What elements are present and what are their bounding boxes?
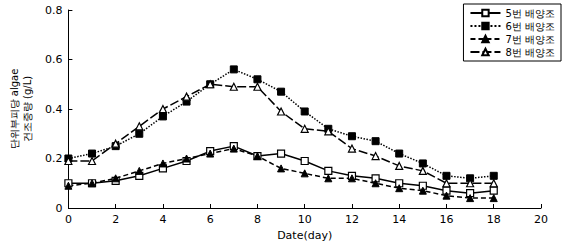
svg-text:0: 0 bbox=[55, 202, 62, 215]
svg-text:0: 0 bbox=[65, 213, 72, 226]
svg-text:0.6: 0.6 bbox=[45, 53, 63, 66]
svg-text:7번 배양조: 7번 배양조 bbox=[505, 34, 555, 45]
svg-text:6번 배양조: 6번 배양조 bbox=[505, 21, 555, 32]
svg-text:0.2: 0.2 bbox=[45, 152, 63, 165]
svg-text:6: 6 bbox=[207, 213, 214, 226]
svg-text:14: 14 bbox=[392, 213, 406, 226]
svg-text:Date(day): Date(day) bbox=[277, 229, 332, 242]
svg-text:2: 2 bbox=[112, 213, 119, 226]
svg-text:단위부피당 algae: 단위부피당 algae bbox=[9, 69, 20, 150]
svg-text:건조중량 (g/L): 건조중량 (g/L) bbox=[22, 76, 33, 142]
svg-text:8: 8 bbox=[254, 213, 261, 226]
svg-text:16: 16 bbox=[439, 213, 453, 226]
svg-text:5번 배양조: 5번 배양조 bbox=[505, 8, 555, 19]
svg-text:0.8: 0.8 bbox=[45, 4, 63, 17]
svg-text:12: 12 bbox=[345, 213, 359, 226]
svg-text:0.4: 0.4 bbox=[45, 103, 63, 116]
svg-text:18: 18 bbox=[487, 213, 501, 226]
svg-text:20: 20 bbox=[534, 213, 548, 226]
svg-text:10: 10 bbox=[298, 213, 312, 226]
svg-text:4: 4 bbox=[159, 213, 166, 226]
svg-text:8번 배양조: 8번 배양조 bbox=[505, 47, 555, 58]
